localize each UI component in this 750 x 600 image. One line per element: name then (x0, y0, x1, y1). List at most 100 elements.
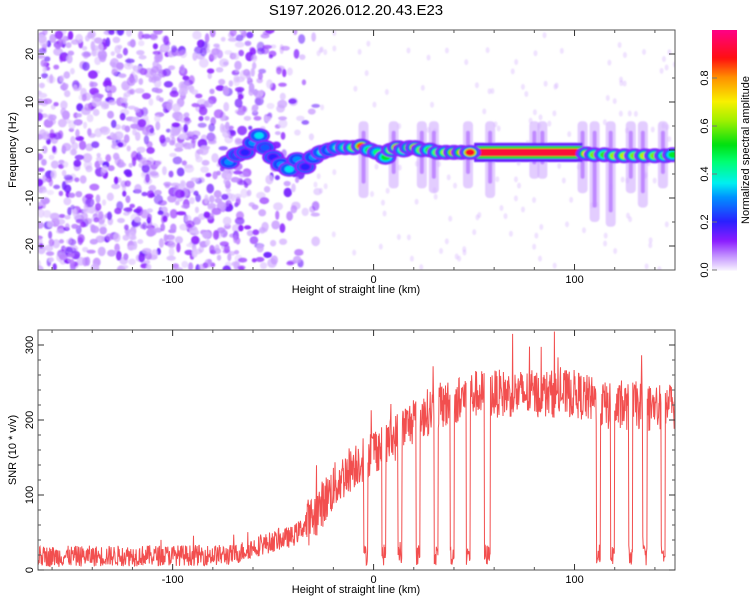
noise-blob (235, 196, 241, 206)
colorbar-swatch (712, 152, 737, 155)
noise-blob (406, 47, 411, 54)
noise-blob (294, 129, 301, 136)
noise-blob (54, 30, 64, 40)
colorbar-swatch (712, 74, 737, 77)
colorbar-swatch (712, 78, 737, 81)
noise-blob (229, 30, 237, 37)
noise-blob (252, 229, 260, 236)
noise-blob (163, 233, 168, 243)
colorbar-swatch (712, 206, 737, 209)
y-tick-label: 300 (24, 336, 36, 354)
noise-blob (220, 36, 226, 42)
noise-blob (227, 37, 238, 42)
noise-blob (122, 234, 130, 241)
noise-blob (210, 117, 217, 126)
noise-blob (134, 131, 141, 141)
noise-blob (496, 125, 501, 132)
noise-blob (308, 133, 315, 141)
noise-blob (301, 207, 309, 217)
colorbar-swatch (712, 224, 737, 227)
colorbar-swatch (712, 66, 737, 69)
noise-blob (256, 191, 266, 200)
noise-blob (657, 266, 662, 270)
noise-blob (205, 238, 211, 246)
noise-blob (174, 142, 185, 149)
noise-blob (123, 134, 130, 143)
noise-blob (263, 185, 271, 193)
noise-blob (569, 196, 574, 203)
colorbar-tick-label: 0.0 (699, 262, 711, 277)
noise-blob (171, 136, 176, 144)
colorbar-swatch (712, 220, 737, 223)
colorbar-swatch (712, 146, 737, 149)
noise-blob (107, 165, 115, 172)
colorbar-swatch (712, 222, 737, 225)
noise-blob (650, 126, 655, 133)
noise-blob (286, 211, 294, 221)
noise-blob (426, 54, 431, 61)
noise-blob (255, 257, 265, 262)
noise-blob (83, 121, 88, 129)
colorbar-swatch (712, 108, 737, 111)
noise-blob (179, 66, 184, 71)
noise-blob (101, 199, 107, 206)
noise-blob (613, 247, 618, 254)
noise-blob (243, 115, 252, 121)
noise-blob (75, 218, 84, 224)
colorbar-swatch (712, 40, 737, 43)
noise-blob (204, 99, 214, 108)
colorbar-swatch (712, 50, 737, 53)
noise-blob (372, 101, 377, 108)
colorbar-swatch (712, 210, 737, 213)
noise-blob (244, 40, 252, 47)
noise-blob (286, 261, 295, 266)
noise-blob (184, 249, 194, 256)
noise-blob (154, 53, 160, 63)
noise-blob (42, 209, 52, 218)
noise-blob (141, 33, 152, 39)
noise-blob (357, 48, 362, 55)
colorbar-swatch (712, 264, 737, 267)
noise-blob (642, 48, 647, 55)
noise-blob (298, 258, 305, 268)
noise-blob (256, 47, 266, 55)
noise-blob (291, 183, 296, 193)
noise-blob (218, 146, 228, 151)
colorbar-swatch (712, 164, 737, 167)
colorbar-swatch (712, 162, 737, 165)
noise-blob (70, 204, 75, 210)
noise-blob (295, 176, 300, 184)
noise-blob (364, 70, 369, 77)
noise-blob (70, 135, 76, 145)
noise-blob (178, 133, 188, 140)
noise-blob (124, 180, 131, 187)
colorbar-swatch (712, 96, 737, 99)
noise-blob (457, 255, 462, 262)
noise-blob (169, 152, 177, 158)
noise-blob (183, 112, 190, 118)
noise-blob (274, 131, 281, 136)
noise-blob (250, 67, 255, 77)
noise-blob (622, 80, 627, 87)
colorbar-swatch (712, 196, 737, 199)
noise-blob (53, 64, 60, 70)
noise-blob (38, 237, 43, 245)
noise-blob (299, 54, 306, 60)
noise-blob (166, 255, 176, 261)
noise-blob (122, 47, 128, 56)
bottom-plot-frame (37, 329, 676, 571)
noise-blob (547, 120, 552, 127)
noise-blob (93, 37, 103, 44)
colorbar-swatch (712, 212, 737, 215)
noise-blob (172, 103, 181, 113)
noise-blob (60, 107, 67, 117)
noise-blob (73, 159, 82, 168)
colorbar-swatch (712, 252, 737, 255)
noise-blob (50, 160, 59, 169)
noise-blob (165, 128, 171, 133)
noise-blob (98, 223, 107, 228)
colorbar-swatch (712, 144, 737, 147)
noise-blob (225, 188, 232, 193)
colorbar-swatch (712, 226, 737, 229)
